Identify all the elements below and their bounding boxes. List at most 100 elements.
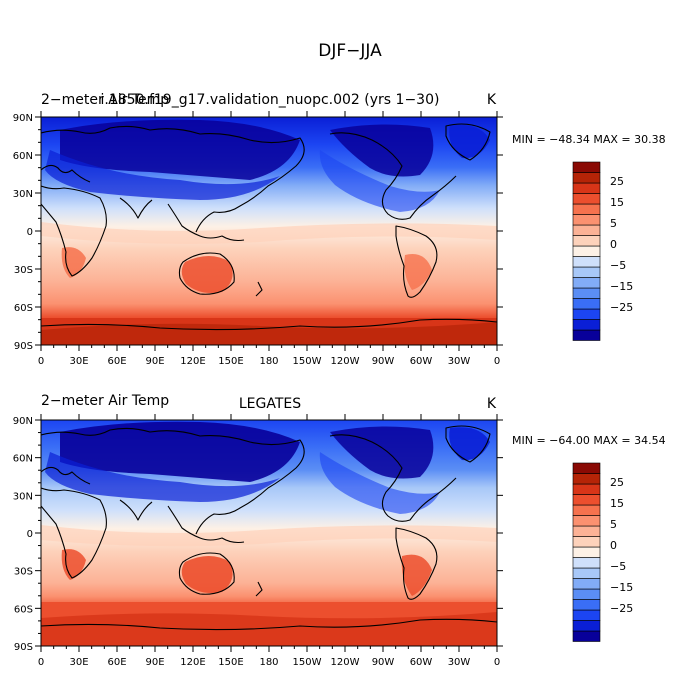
panel-model-left-title: 2−meter Air Temp (41, 92, 169, 108)
x-tick-label: 60W (410, 657, 433, 668)
colorbar-label: −5 (610, 560, 626, 573)
greenland-cold (449, 427, 490, 461)
panel-model-axes: 0 30E 60E 90E 120E 150E 180 150W 120W 90W 60W 30W 09… (13, 111, 503, 367)
safrica-warm (61, 549, 86, 580)
panel-obs: 2−meter Air Temp LEGATES K (13, 393, 666, 668)
colorbar-swatch (572, 245, 601, 257)
colorbar-label: −25 (610, 301, 633, 314)
eurasia-cold-mid (45, 452, 280, 502)
coastlines (41, 123, 497, 331)
x-tick-label: 0 (38, 356, 44, 367)
samerica-warm (401, 554, 432, 596)
colorbar-swatch (572, 266, 601, 278)
panel-model-colorbar: 25 15 5 0 −5 −15 −25 (572, 161, 633, 341)
colorbar-swatch (572, 298, 601, 310)
coastline-namerica (329, 132, 457, 220)
colorbar-label: 15 (610, 196, 624, 209)
colorbar-swatch (572, 546, 601, 558)
antarctica-warm (41, 612, 497, 646)
australia-warm (181, 556, 233, 593)
y-tick-label: 90S (14, 642, 33, 653)
safrica-warm (61, 247, 86, 278)
coastline-nz (255, 581, 263, 597)
colorbar-swatch (572, 504, 601, 516)
y-tick-label: 30N (13, 189, 33, 200)
x-tick-label: 150W (293, 356, 322, 367)
colorbar-swatch (572, 462, 601, 474)
x-tick-label: 30W (448, 356, 471, 367)
colorbar-label: 25 (610, 476, 624, 489)
x-tick-label: 90W (372, 657, 395, 668)
panel-model-map (41, 117, 497, 345)
y-tick-label: 60N (13, 454, 33, 465)
y-tick-label: 0 (27, 227, 33, 238)
x-tick-label: 120W (331, 657, 360, 668)
colorbar-label: −15 (610, 280, 633, 293)
coastline-seasia (167, 505, 245, 544)
x-tick-label: 150W (293, 657, 322, 668)
y-tick-label: 30N (13, 491, 33, 502)
x-tick-label: 90E (145, 657, 164, 668)
coastline-antarctica (41, 318, 497, 331)
figure-title: DJF−JJA (318, 41, 382, 61)
namerica-cold-core (330, 124, 434, 177)
colorbar-swatch (572, 483, 601, 495)
colorbar-swatch (572, 172, 601, 184)
y-tick-label: 60S (14, 604, 33, 615)
coastline-africa (41, 487, 107, 579)
colorbar-swatch (572, 287, 601, 299)
colorbar-swatch (572, 235, 601, 247)
coastline-nz (255, 281, 263, 297)
colorbar-swatch (572, 515, 601, 527)
x-tick-label: 60E (107, 657, 126, 668)
colorbar-swatch (572, 277, 601, 289)
coastline-eurasia (41, 125, 305, 233)
y-tick-label: 60S (14, 303, 33, 314)
colorbar-swatch (572, 620, 601, 632)
coastline-greenland (445, 425, 491, 463)
x-tick-label: 60E (107, 356, 126, 367)
panel-obs-center-title: LEGATES (239, 396, 301, 412)
australia-warm (181, 256, 233, 293)
samerica-warm (404, 254, 432, 290)
eurasia-cold-mid (45, 150, 280, 200)
panel-model-units: K (487, 92, 497, 108)
coastlines (41, 425, 497, 631)
panel-obs-left-title: 2−meter Air Temp (41, 393, 169, 409)
colorbar-swatch (572, 161, 601, 173)
coastline-samerica (395, 225, 438, 298)
greenland-cold (449, 124, 490, 159)
eurasia-cold-core (60, 119, 300, 180)
x-tick-label: 150E (218, 657, 243, 668)
y-tick-label: 60N (13, 151, 33, 162)
namerica-cold-mid (319, 150, 440, 212)
x-tick-label: 0 (494, 657, 500, 668)
y-tick-label: 30S (14, 567, 33, 578)
y-tick-label: 30S (14, 265, 33, 276)
colorbar-swatch (572, 473, 601, 485)
x-tick-label: 120E (180, 657, 205, 668)
colorbar-swatch (572, 214, 601, 226)
colorbar-label: 0 (610, 238, 617, 251)
colorbar-swatch (572, 578, 601, 590)
x-tick-label: 0 (494, 356, 500, 367)
panel-obs-units: K (487, 396, 497, 412)
panel-obs-axes: 0 30E 60E 90E 120E 150E 180 150W 120W 90W 60W 30W 09… (13, 414, 503, 668)
coastline-india (119, 499, 153, 521)
coastline-australia (178, 252, 235, 295)
colorbar-swatch (572, 536, 601, 548)
panel-model-stats: MIN = −48.34 MAX = 30.38 (512, 133, 666, 146)
coastline-eurasia (41, 427, 305, 535)
colorbar-swatch (572, 203, 601, 215)
colorbar-label: −5 (610, 259, 626, 272)
coastline-africa (41, 185, 107, 277)
colorbar-swatch (572, 599, 601, 611)
x-tick-label: 30W (448, 657, 471, 668)
x-tick-label: 180 (259, 657, 278, 668)
coastline-greenland (445, 123, 491, 161)
y-tick-label: 0 (27, 529, 33, 540)
panel-model-center-title: i.1850.f19_g17.validation_nuopc.002 (yrs… (101, 92, 440, 108)
coastline-europe (41, 466, 91, 485)
namerica-cold-core (330, 426, 434, 479)
